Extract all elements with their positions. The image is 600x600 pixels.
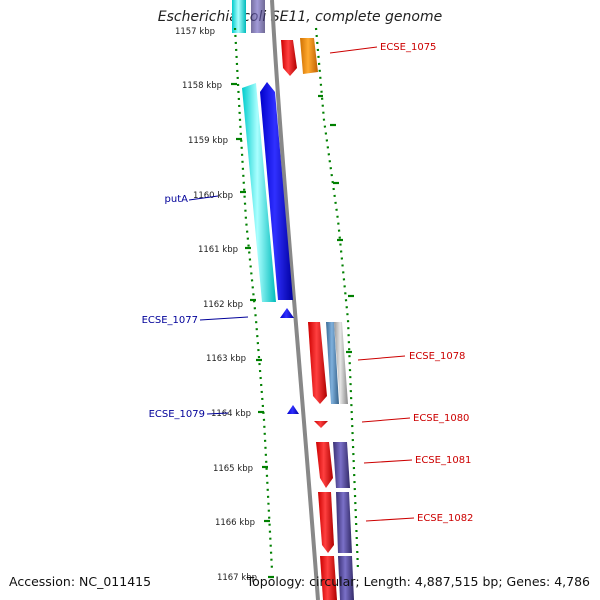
tick-label: 1160 kbp xyxy=(193,191,233,201)
gc-skew-dashes xyxy=(231,82,354,579)
gene-label: ECSE_1081 xyxy=(415,455,471,466)
tick-label: 1167 kbp xyxy=(217,573,257,583)
ecse-1078-gray xyxy=(334,322,348,404)
left-gene-labels: putA ECSE_1077 ECSE_1079 xyxy=(142,194,205,420)
bottom-red-feature xyxy=(320,556,337,600)
ecse-1081-gene xyxy=(316,442,333,488)
tick-labels: 1157 kbp 1158 kbp 1159 kbp 1160 kbp 1161… xyxy=(175,27,257,583)
putA-cyan-cds xyxy=(242,83,276,302)
tick-label: 1164 kbp xyxy=(211,409,251,419)
ecse-1075-gene xyxy=(281,40,297,76)
genome-backbone xyxy=(270,0,320,600)
left-leaders xyxy=(188,195,249,415)
ecse-1081-slate xyxy=(333,442,350,488)
tick-label: 1162 kbp xyxy=(203,300,243,310)
bottom-slate-feature xyxy=(338,556,354,600)
tick-label: 1159 kbp xyxy=(188,136,228,146)
ecse-1082-gene xyxy=(318,492,334,553)
gc-skew-right xyxy=(314,27,360,571)
ecse-1078-gene xyxy=(308,322,327,404)
right-gene-labels: ECSE_1075 ECSE_1078 ECSE_1080 ECSE_1081 … xyxy=(380,42,473,524)
putA-gene xyxy=(260,82,293,300)
ecse-1075-orange xyxy=(300,38,318,74)
tick-label: 1166 kbp xyxy=(215,518,255,528)
top-slate-feature xyxy=(251,0,265,33)
tick-label: 1161 kbp xyxy=(198,245,238,255)
tick-label: 1165 kbp xyxy=(213,464,253,474)
gene-label: putA xyxy=(165,194,189,205)
ecse-1082-slate xyxy=(336,492,352,553)
ecse-1078-steel xyxy=(326,322,339,404)
gene-label: ECSE_1082 xyxy=(417,513,473,524)
ecse-1079-gene xyxy=(287,405,299,414)
top-cyan-feature xyxy=(232,0,246,33)
tick-label: 1157 kbp xyxy=(175,27,215,37)
topology-text: Topology: circular; Length: 4,887,515 bp… xyxy=(246,574,590,589)
gene-label: ECSE_1078 xyxy=(409,351,465,362)
gene-label: ECSE_1075 xyxy=(380,42,436,53)
ecse-1080-gene xyxy=(314,421,328,428)
right-leaders xyxy=(329,46,415,522)
accession-text: Accession: NC_011415 xyxy=(9,574,152,589)
ecse-1077-gene xyxy=(280,308,294,318)
gene-label: ECSE_1079 xyxy=(149,409,205,420)
tick-label: 1163 kbp xyxy=(206,354,246,364)
tick-label: 1158 kbp xyxy=(182,81,222,91)
gene-label: ECSE_1080 xyxy=(413,413,469,424)
gene-label: ECSE_1077 xyxy=(142,315,198,326)
map-title: Escherichia coli SE11, complete genome xyxy=(157,9,443,25)
